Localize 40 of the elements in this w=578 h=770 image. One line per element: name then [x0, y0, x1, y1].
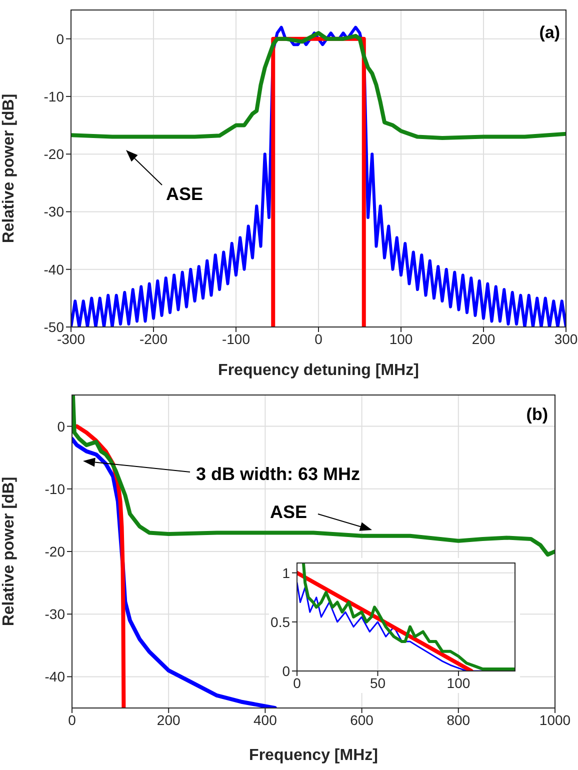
x-tick-label: 0: [68, 712, 76, 728]
line-series: [302, 563, 515, 671]
line-series: [72, 395, 555, 557]
x-tick-label: 200: [472, 330, 496, 347]
y-tick-label: 0.5: [270, 614, 290, 630]
y-tick-label: -20: [44, 543, 66, 560]
y-axis-title: Relative power [dB]: [0, 476, 18, 626]
y-tick-label: 0: [57, 418, 66, 434]
annotation: (a): [539, 23, 560, 42]
x-tick-label: 0: [293, 674, 302, 691]
x-tick-label: 600: [350, 712, 374, 728]
y-tick-label: 0: [56, 30, 64, 47]
y-tick-label: -20: [44, 146, 64, 162]
y-axis-title: Relative power [dB]: [0, 94, 18, 244]
x-tick-label: 50: [370, 674, 386, 691]
annotation: 3 dB width: 63 MHz: [196, 464, 360, 484]
x-tick-label: 300: [554, 330, 578, 347]
annotation: (b): [526, 405, 548, 424]
y-tick-label: -30: [44, 204, 64, 220]
annotation: ASE: [166, 184, 204, 204]
y-tick-label: -40: [44, 261, 64, 278]
x-tick-label: -100: [222, 330, 250, 347]
x-tick-label: 0: [314, 330, 323, 347]
y-tick-label: -10: [44, 480, 66, 497]
x-tick-label: 200: [156, 712, 180, 728]
y-tick-label: -30: [44, 606, 66, 622]
x-axis-title: Frequency [MHz]: [249, 747, 378, 764]
x-tick-label: 400: [254, 712, 278, 728]
line-series: [71, 26, 566, 327]
x-axis-title: Frequency detuning [MHz]: [218, 362, 419, 379]
y-tick-label: -40: [44, 668, 66, 685]
x-tick-label: 1000: [539, 712, 571, 728]
x-tick-label: -200: [139, 330, 168, 347]
x-tick-label: 100: [446, 674, 470, 691]
y-tick-label: 1: [282, 564, 290, 581]
x-tick-label: 800: [446, 712, 470, 728]
x-tick-label: 100: [389, 330, 413, 347]
y-tick-label: 0: [282, 662, 290, 679]
y-tick-label: -10: [44, 88, 64, 104]
annotation: ASE: [270, 502, 308, 522]
